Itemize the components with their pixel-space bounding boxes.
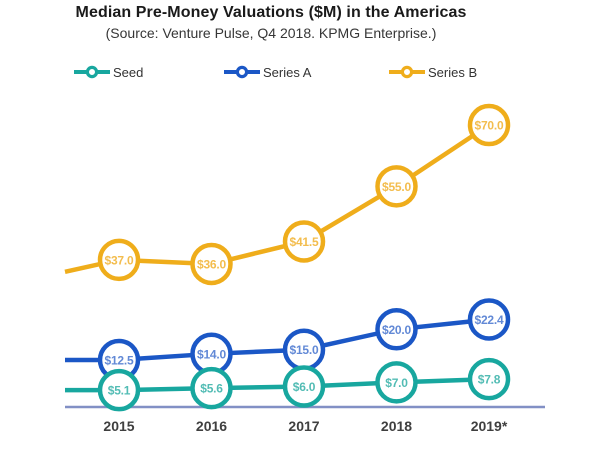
data-point-marker [190, 242, 233, 286]
data-point-marker [375, 165, 418, 208]
data-point-label: $5.1 [108, 384, 131, 398]
data-point-label: $7.0 [385, 376, 408, 390]
chart-subtitle: (Source: Venture Pulse, Q4 2018. KPMG En… [105, 25, 437, 41]
legend-label-series-a: Series A [263, 64, 312, 80]
data-point-marker [467, 298, 511, 341]
data-point-label: $6.0 [293, 380, 316, 394]
data-point-label: $15.0 [289, 343, 319, 357]
data-point-label: $5.6 [200, 382, 223, 396]
data-point-marker [282, 365, 326, 408]
x-axis-label: 2019* [471, 418, 508, 434]
data-point-marker [467, 103, 511, 147]
x-axis-label: 2016 [196, 418, 227, 434]
data-point-label: $36.0 [197, 257, 227, 271]
data-point-marker [467, 357, 511, 401]
data-point-label: $22.4 [474, 313, 504, 327]
data-point-marker [375, 361, 418, 404]
data-point-label: $14.0 [197, 347, 227, 361]
data-point-label: $70.0 [474, 119, 504, 133]
data-point-label: $7.8 [478, 373, 501, 387]
legend-marker-series-b-icon [389, 65, 425, 79]
legend-item-series-a: Series A [223, 64, 311, 80]
legend-label-series-b: Series B [428, 64, 478, 80]
chart-title: Median Pre-Money Valuations ($M) in the … [75, 4, 467, 21]
x-axis-label: 2017 [288, 418, 319, 434]
x-axis-label: 2018 [381, 418, 412, 434]
data-point-marker [97, 238, 141, 282]
legend-marker-series-a-icon [224, 65, 260, 79]
legend-marker-seed-icon [74, 65, 110, 79]
data-point-marker [375, 308, 418, 351]
data-point-label: $12.5 [104, 353, 134, 367]
data-point-marker [190, 366, 233, 410]
data-point-label: $55.0 [382, 180, 412, 194]
data-point-label: $41.5 [289, 235, 319, 249]
data-point-marker [282, 220, 326, 263]
x-axis-label: 2015 [103, 418, 134, 434]
data-point-marker [97, 368, 141, 412]
data-point-label: $20.0 [382, 323, 412, 337]
legend-label-seed: Seed [113, 64, 144, 80]
data-point-label: $37.0 [104, 253, 134, 267]
legend-item-series-b: Series B [388, 64, 477, 80]
legend-item-seed: Seed [73, 64, 143, 80]
